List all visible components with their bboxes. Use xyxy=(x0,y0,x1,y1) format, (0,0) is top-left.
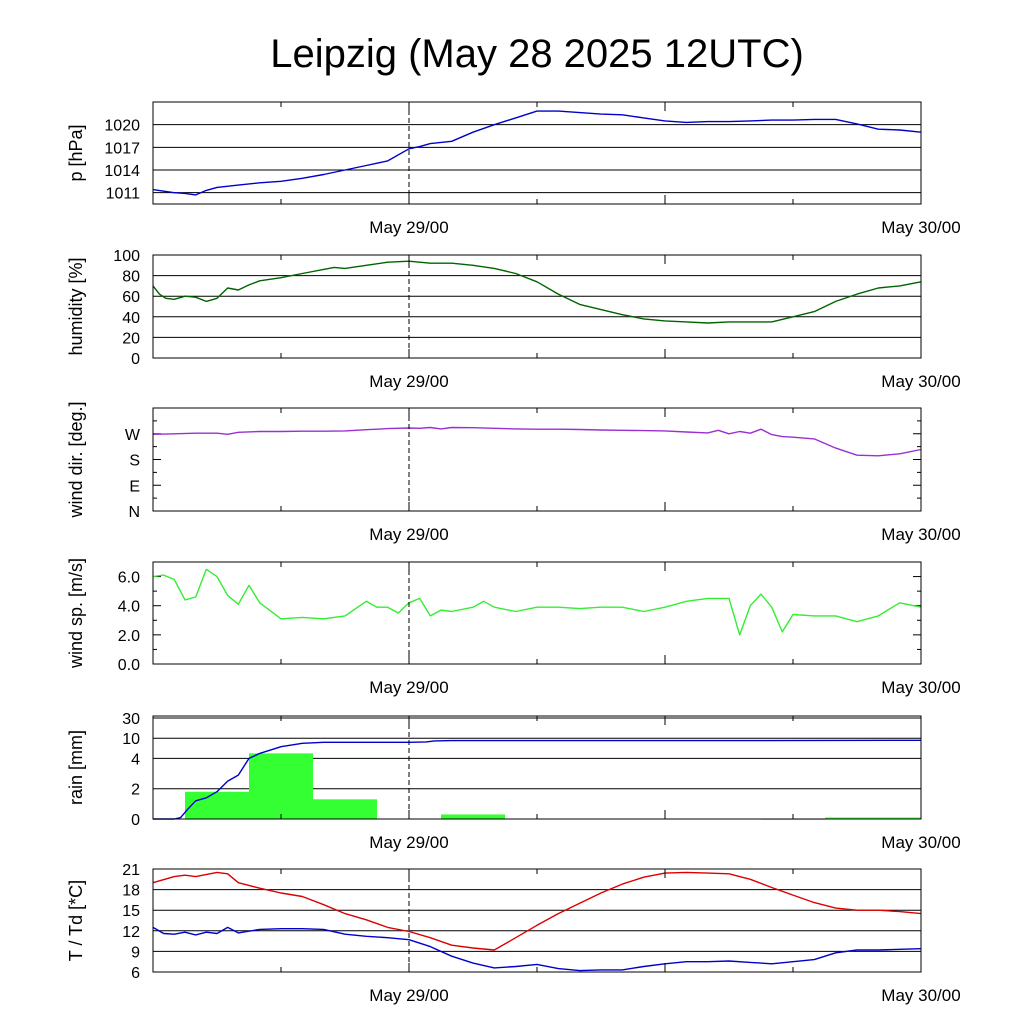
y-tick-label: 2.0 xyxy=(118,628,140,645)
panel-pressure: 1011 1014 1017 1020 May 29/00 May 30/00 p [hPa… xyxy=(66,101,961,237)
y-tick-label: 15 xyxy=(122,903,140,920)
y-tick-label: 1014 xyxy=(104,163,140,180)
panel-frame xyxy=(152,868,922,973)
y-tick-label: S xyxy=(129,453,140,470)
y-tick-label: 40 xyxy=(122,310,140,327)
y-axis-label: T / Td [*C] xyxy=(66,880,86,961)
series-line-rain-0 xyxy=(153,739,922,820)
y-tick-label: 20 xyxy=(122,330,140,347)
y-axis-label: rain [mm] xyxy=(66,730,86,805)
y-tick-label: W xyxy=(125,427,141,444)
series-line-pressure-0 xyxy=(152,110,922,196)
y-tick-label: 1011 xyxy=(106,186,141,203)
y-tick-label: 30 xyxy=(122,711,140,728)
y-axis-label: humidity [%] xyxy=(66,257,86,355)
y-tick-label: E xyxy=(129,478,140,495)
x-tick-label: May 29/00 xyxy=(369,372,448,391)
y-tick-label: 9 xyxy=(131,944,140,961)
panel-frame xyxy=(152,101,922,205)
y-tick-label: 60 xyxy=(122,289,140,306)
x-tick-label: May 30/00 xyxy=(881,833,960,852)
y-tick-label: 1017 xyxy=(104,140,140,157)
series-line-wind_direction-0 xyxy=(152,426,922,457)
panel-wind_speed: 0.0 2.0 4.0 6.0 May 29/00 May 30/00 wind sp. [… xyxy=(66,558,961,697)
y-tick-label: 18 xyxy=(122,883,140,900)
y-axis-label: wind dir. [deg.] xyxy=(66,401,86,518)
x-tick-label: May 29/00 xyxy=(369,833,448,852)
y-tick-label: 21 xyxy=(122,862,140,879)
y-tick-label: 4.0 xyxy=(118,599,140,616)
y-tick-label: 6.0 xyxy=(118,570,140,587)
y-tick-label: 0 xyxy=(131,812,140,829)
y-tick-label: 80 xyxy=(122,269,140,286)
panel-humidity: 0 20 40 60 80 100 May 29/00 May 30/00 humidity [… xyxy=(66,248,961,391)
x-tick-label: May 29/00 xyxy=(369,218,448,237)
y-tick-label: 0.0 xyxy=(118,657,140,674)
x-tick-label: May 30/00 xyxy=(881,986,960,1005)
rain-bar xyxy=(249,753,313,819)
series-line-humidity-0 xyxy=(152,260,922,324)
chart-title: Leipzig (May 28 2025 12UTC) xyxy=(270,32,804,76)
series-line-temperature-0 xyxy=(152,871,922,951)
panel-frame xyxy=(152,561,922,665)
panel-frame xyxy=(152,407,922,512)
y-tick-label: 12 xyxy=(122,924,140,941)
panel-temperature: 6 9 12 15 18 21 May 29/00 May 30/00 T / Td [*C] xyxy=(66,862,961,1005)
y-axis-label: wind sp. [m/s] xyxy=(66,558,86,669)
rain-bar xyxy=(185,791,249,819)
x-tick-label: May 30/00 xyxy=(881,218,960,237)
panel-frame xyxy=(152,254,922,359)
x-tick-label: May 29/00 xyxy=(369,525,448,544)
panel-rain: 0 2 4 10 30 May 29/00 May 30/00 rain [mm] xyxy=(66,711,961,852)
y-tick-label: 100 xyxy=(113,248,140,265)
rain-bar xyxy=(313,799,377,819)
y-tick-label: 6 xyxy=(131,965,140,982)
y-tick-label: 0 xyxy=(131,351,140,368)
y-tick-label: 2 xyxy=(131,782,140,799)
series-line-wind_speed-0 xyxy=(152,568,922,636)
y-tick-label: N xyxy=(128,504,140,521)
x-tick-label: May 29/00 xyxy=(369,986,448,1005)
series-line-temperature-1 xyxy=(152,926,922,972)
x-tick-label: May 30/00 xyxy=(881,678,960,697)
x-tick-label: May 30/00 xyxy=(881,372,960,391)
panel-frame xyxy=(152,715,922,820)
x-tick-label: May 30/00 xyxy=(881,525,960,544)
rain-bar xyxy=(441,814,505,819)
y-tick-label: 10 xyxy=(122,731,140,748)
y-tick-label: 1020 xyxy=(104,118,140,135)
x-tick-label: May 29/00 xyxy=(369,678,448,697)
y-axis-label: p [hPa] xyxy=(66,124,86,181)
rain-bar xyxy=(825,817,921,819)
y-tick-label: 4 xyxy=(131,751,140,768)
